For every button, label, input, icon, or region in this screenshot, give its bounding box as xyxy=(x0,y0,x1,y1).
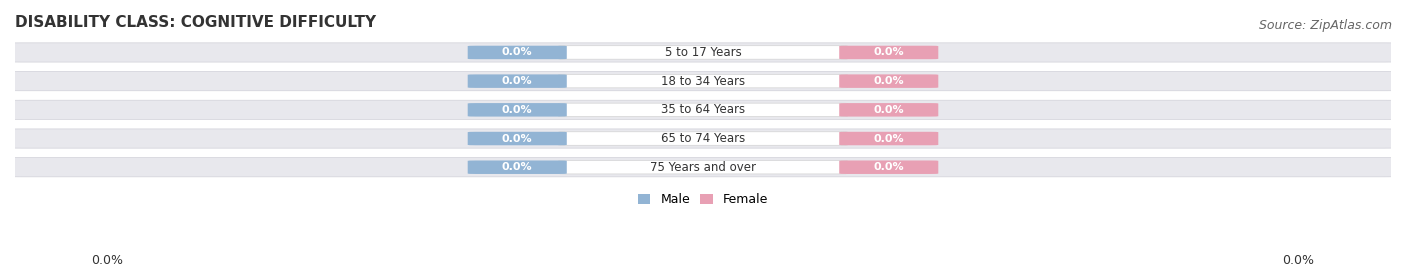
FancyBboxPatch shape xyxy=(839,103,938,116)
Text: 5 to 17 Years: 5 to 17 Years xyxy=(665,46,741,59)
Text: 75 Years and over: 75 Years and over xyxy=(650,161,756,174)
FancyBboxPatch shape xyxy=(468,161,567,174)
Text: Source: ZipAtlas.com: Source: ZipAtlas.com xyxy=(1258,19,1392,32)
FancyBboxPatch shape xyxy=(558,161,848,174)
Text: 65 to 74 Years: 65 to 74 Years xyxy=(661,132,745,145)
Text: 0.0%: 0.0% xyxy=(1282,254,1315,267)
FancyBboxPatch shape xyxy=(468,75,567,88)
FancyBboxPatch shape xyxy=(839,161,938,174)
FancyBboxPatch shape xyxy=(468,103,567,116)
FancyBboxPatch shape xyxy=(558,75,848,88)
FancyBboxPatch shape xyxy=(468,132,567,145)
Text: 0.0%: 0.0% xyxy=(502,76,533,86)
Text: 35 to 64 Years: 35 to 64 Years xyxy=(661,103,745,116)
Text: 18 to 34 Years: 18 to 34 Years xyxy=(661,75,745,88)
Text: 0.0%: 0.0% xyxy=(873,133,904,144)
Text: 0.0%: 0.0% xyxy=(873,76,904,86)
Text: 0.0%: 0.0% xyxy=(873,162,904,172)
FancyBboxPatch shape xyxy=(558,132,848,145)
FancyBboxPatch shape xyxy=(558,46,848,59)
FancyBboxPatch shape xyxy=(4,72,1402,91)
FancyBboxPatch shape xyxy=(839,46,938,59)
Text: 0.0%: 0.0% xyxy=(873,105,904,115)
Text: 0.0%: 0.0% xyxy=(873,47,904,58)
Text: DISABILITY CLASS: COGNITIVE DIFFICULTY: DISABILITY CLASS: COGNITIVE DIFFICULTY xyxy=(15,15,377,30)
FancyBboxPatch shape xyxy=(468,46,567,59)
FancyBboxPatch shape xyxy=(839,132,938,145)
Text: 0.0%: 0.0% xyxy=(91,254,124,267)
FancyBboxPatch shape xyxy=(4,43,1402,62)
FancyBboxPatch shape xyxy=(558,103,848,116)
FancyBboxPatch shape xyxy=(4,100,1402,119)
Text: 0.0%: 0.0% xyxy=(502,105,533,115)
FancyBboxPatch shape xyxy=(839,75,938,88)
Text: 0.0%: 0.0% xyxy=(502,133,533,144)
Text: 0.0%: 0.0% xyxy=(502,47,533,58)
FancyBboxPatch shape xyxy=(4,158,1402,177)
Legend: Male, Female: Male, Female xyxy=(633,188,773,211)
FancyBboxPatch shape xyxy=(4,129,1402,148)
Text: 0.0%: 0.0% xyxy=(502,162,533,172)
